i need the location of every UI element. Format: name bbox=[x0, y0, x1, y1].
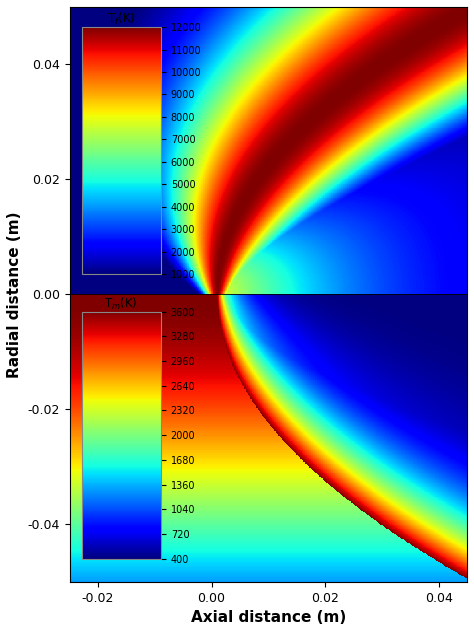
Y-axis label: Radial distance (m): Radial distance (m) bbox=[7, 211, 22, 377]
X-axis label: Axial distance (m): Axial distance (m) bbox=[191, 610, 346, 625]
